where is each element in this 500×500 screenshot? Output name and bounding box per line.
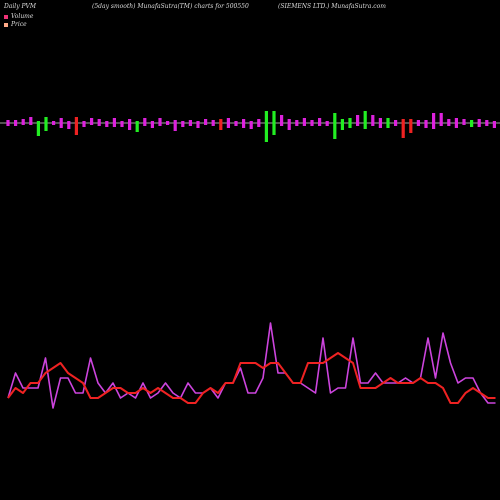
volume-bar [166,121,170,125]
volume-bar [363,111,367,129]
volume-bar [462,119,466,125]
volume-bar [356,115,360,126]
volume-bar [409,119,413,133]
legend-price-swatch [4,22,8,27]
volume-bar [59,118,63,128]
volume-bar [52,121,56,125]
volume-bar [302,118,306,126]
volume-bar [211,120,215,126]
volume-bar [439,113,443,126]
volume-bar [416,120,420,126]
volume-bar [29,117,33,125]
chart-source-title: (5day smooth) MunafaSutra(TM) charts for… [92,3,249,10]
volume-bar [340,119,344,130]
volume-bar [318,118,322,126]
company-title: (SIEMENS LTD.) MunafaSutra.com [278,3,386,10]
volume-bar [143,118,147,126]
price-line [7,352,496,404]
volume-bar [120,121,124,127]
volume-bar [82,121,86,127]
volume-bar [188,120,192,126]
volume-bar [90,118,94,125]
volume-bar [14,120,18,126]
volume-bar [470,120,474,127]
volume-bar [6,120,10,126]
chart-type-title: Daily PVM [4,3,37,10]
volume-bar [173,120,177,131]
volume-bar [257,119,261,127]
volume-bar [150,121,154,128]
volume-bar [181,121,185,127]
volume-bar [204,119,208,125]
volume-bar [196,121,200,128]
volume-bar [21,119,25,125]
volume-bar [386,118,390,128]
volume-bar [97,119,101,126]
legend-volume-label: Volume [11,13,34,20]
volume-bar [432,113,436,129]
volume-bar [295,120,299,126]
volume-line [7,322,496,409]
volume-bar [36,121,40,136]
volume-bar [454,118,458,128]
volume-bar [371,115,375,126]
volume-bar [226,118,230,128]
volume-bar [67,121,71,129]
volume-bar [74,117,78,135]
legend-price: Price [4,21,27,28]
volume-bar [310,120,314,126]
volume-bar [325,121,329,126]
volume-bar [234,121,238,126]
volume-bar [128,119,132,130]
volume-bar [112,118,116,127]
volume-bar [401,119,405,138]
volume-bar [158,118,162,126]
volume-bar [272,111,276,135]
volume-bar [378,118,382,128]
volume-bar [492,121,496,128]
legend-volume-swatch [4,14,8,19]
legend-volume: Volume [4,13,33,20]
volume-bar [447,119,451,126]
volume-bar [105,121,109,127]
volume-bar [348,118,352,128]
volume-bar [477,119,481,127]
volume-bar [264,111,268,142]
volume-bar [249,121,253,129]
volume-bar [280,115,284,126]
volume-bar [135,121,139,132]
volume-bar [219,119,223,130]
legend-price-label: Price [11,21,27,28]
volume-bar [394,120,398,126]
volume-bar [287,119,291,130]
volume-bar [424,120,428,128]
volume-bar [333,113,337,139]
volume-bar [485,120,489,126]
volume-bar [242,119,246,128]
volume-bar [44,117,48,131]
